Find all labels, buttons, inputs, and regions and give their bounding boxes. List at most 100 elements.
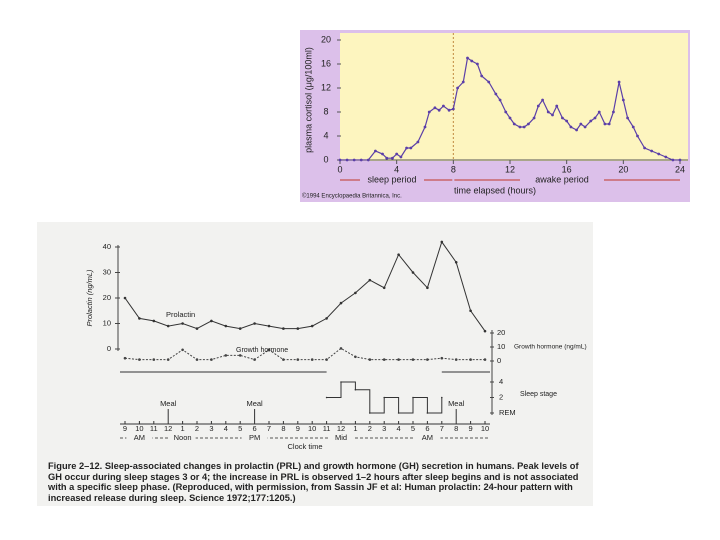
stage-point [397, 412, 400, 414]
point [224, 354, 228, 357]
period-bg [241, 433, 268, 443]
x-tick-label: 6 [253, 424, 257, 433]
point [546, 110, 550, 114]
point [423, 125, 427, 129]
period-label: sleep period [367, 174, 416, 184]
period-label: AM [134, 433, 145, 442]
series-label: Prolactin [166, 310, 195, 319]
point [583, 125, 587, 129]
x-tick-label: 5 [238, 424, 242, 433]
point [409, 146, 413, 150]
x-tick-label: 7 [267, 424, 271, 433]
point [461, 80, 465, 84]
period-label: awake period [535, 174, 589, 184]
point [338, 158, 342, 162]
x-tick-label: 5 [411, 424, 415, 433]
y2-tick-label: 20 [497, 328, 505, 337]
stage-point [412, 396, 414, 399]
x-tick-label: 3 [209, 424, 213, 433]
x-tick-label: 12 [337, 424, 345, 433]
point [607, 122, 611, 126]
x-tick-label: 16 [562, 164, 572, 174]
period-bg [126, 433, 153, 443]
point [166, 324, 170, 328]
x-tick-label: 4 [224, 424, 228, 433]
point [416, 140, 420, 144]
scan [37, 222, 593, 506]
annotation: Meal [160, 399, 177, 408]
point [238, 354, 242, 357]
point [405, 146, 408, 150]
y3-tick-label: REM [499, 408, 516, 417]
point [282, 358, 285, 361]
point [469, 309, 472, 313]
point [442, 104, 445, 108]
point [339, 347, 343, 350]
point [657, 152, 661, 156]
point [593, 116, 597, 120]
point [636, 134, 639, 138]
x-tick-label: 12 [164, 424, 172, 433]
point [643, 146, 646, 150]
point [454, 358, 458, 361]
y-tick-label: 30 [103, 267, 111, 276]
point [296, 358, 300, 361]
point [138, 317, 141, 320]
point [427, 110, 431, 114]
point [451, 107, 455, 111]
point [374, 149, 377, 153]
point [210, 319, 213, 323]
stage-point [369, 412, 371, 414]
point [650, 149, 654, 153]
period-label: PM [249, 433, 260, 442]
point [597, 110, 601, 114]
x-tick-label: 1 [181, 424, 185, 433]
x-tick-label: 11 [150, 424, 158, 433]
point [575, 128, 578, 132]
stage-point [426, 412, 429, 414]
point [565, 119, 569, 123]
period-label: Mid [335, 433, 347, 442]
point [561, 116, 564, 120]
point [238, 327, 242, 330]
annotation: Meal [246, 399, 263, 408]
y-tick-label: 0 [323, 154, 328, 164]
y3-tick-label: 2 [499, 392, 503, 401]
point [181, 322, 184, 325]
line [124, 240, 486, 332]
point [123, 356, 127, 360]
y-tick-label: 12 [321, 82, 331, 92]
x-axis-label: Clock time [287, 442, 322, 451]
period-bg [328, 433, 354, 443]
period-bg [360, 174, 424, 186]
series-label: Growth hormone [236, 347, 288, 354]
x-tick-label: 10 [135, 424, 143, 433]
y-tick-label: 20 [321, 34, 331, 44]
point [612, 110, 615, 114]
point [433, 106, 437, 110]
point [522, 125, 526, 129]
caption: Figure 2–12. Sleep-associated changes in… [48, 461, 588, 503]
point [603, 122, 607, 126]
period-label: Noon [174, 433, 192, 442]
point [621, 98, 625, 102]
point [282, 327, 285, 330]
x-tick-label: 8 [281, 424, 285, 433]
y3-tick-label: 4 [499, 377, 503, 386]
point [512, 122, 516, 126]
period-bg [414, 433, 441, 443]
point [267, 324, 271, 328]
x-tick-label: 9 [469, 424, 473, 433]
x-tick-label: 10 [481, 424, 489, 433]
x-tick-label: 1 [353, 424, 357, 433]
x-tick-label: 3 [382, 424, 386, 433]
y-tick-label: 10 [103, 318, 111, 327]
point [671, 158, 675, 162]
x-tick-label: 8 [454, 424, 458, 433]
point [366, 158, 370, 162]
y-tick-label: 20 [103, 293, 111, 302]
x-tick-label: 10 [308, 424, 316, 433]
line [124, 347, 485, 361]
y-tick-label: 8 [323, 106, 328, 116]
point [325, 358, 328, 361]
